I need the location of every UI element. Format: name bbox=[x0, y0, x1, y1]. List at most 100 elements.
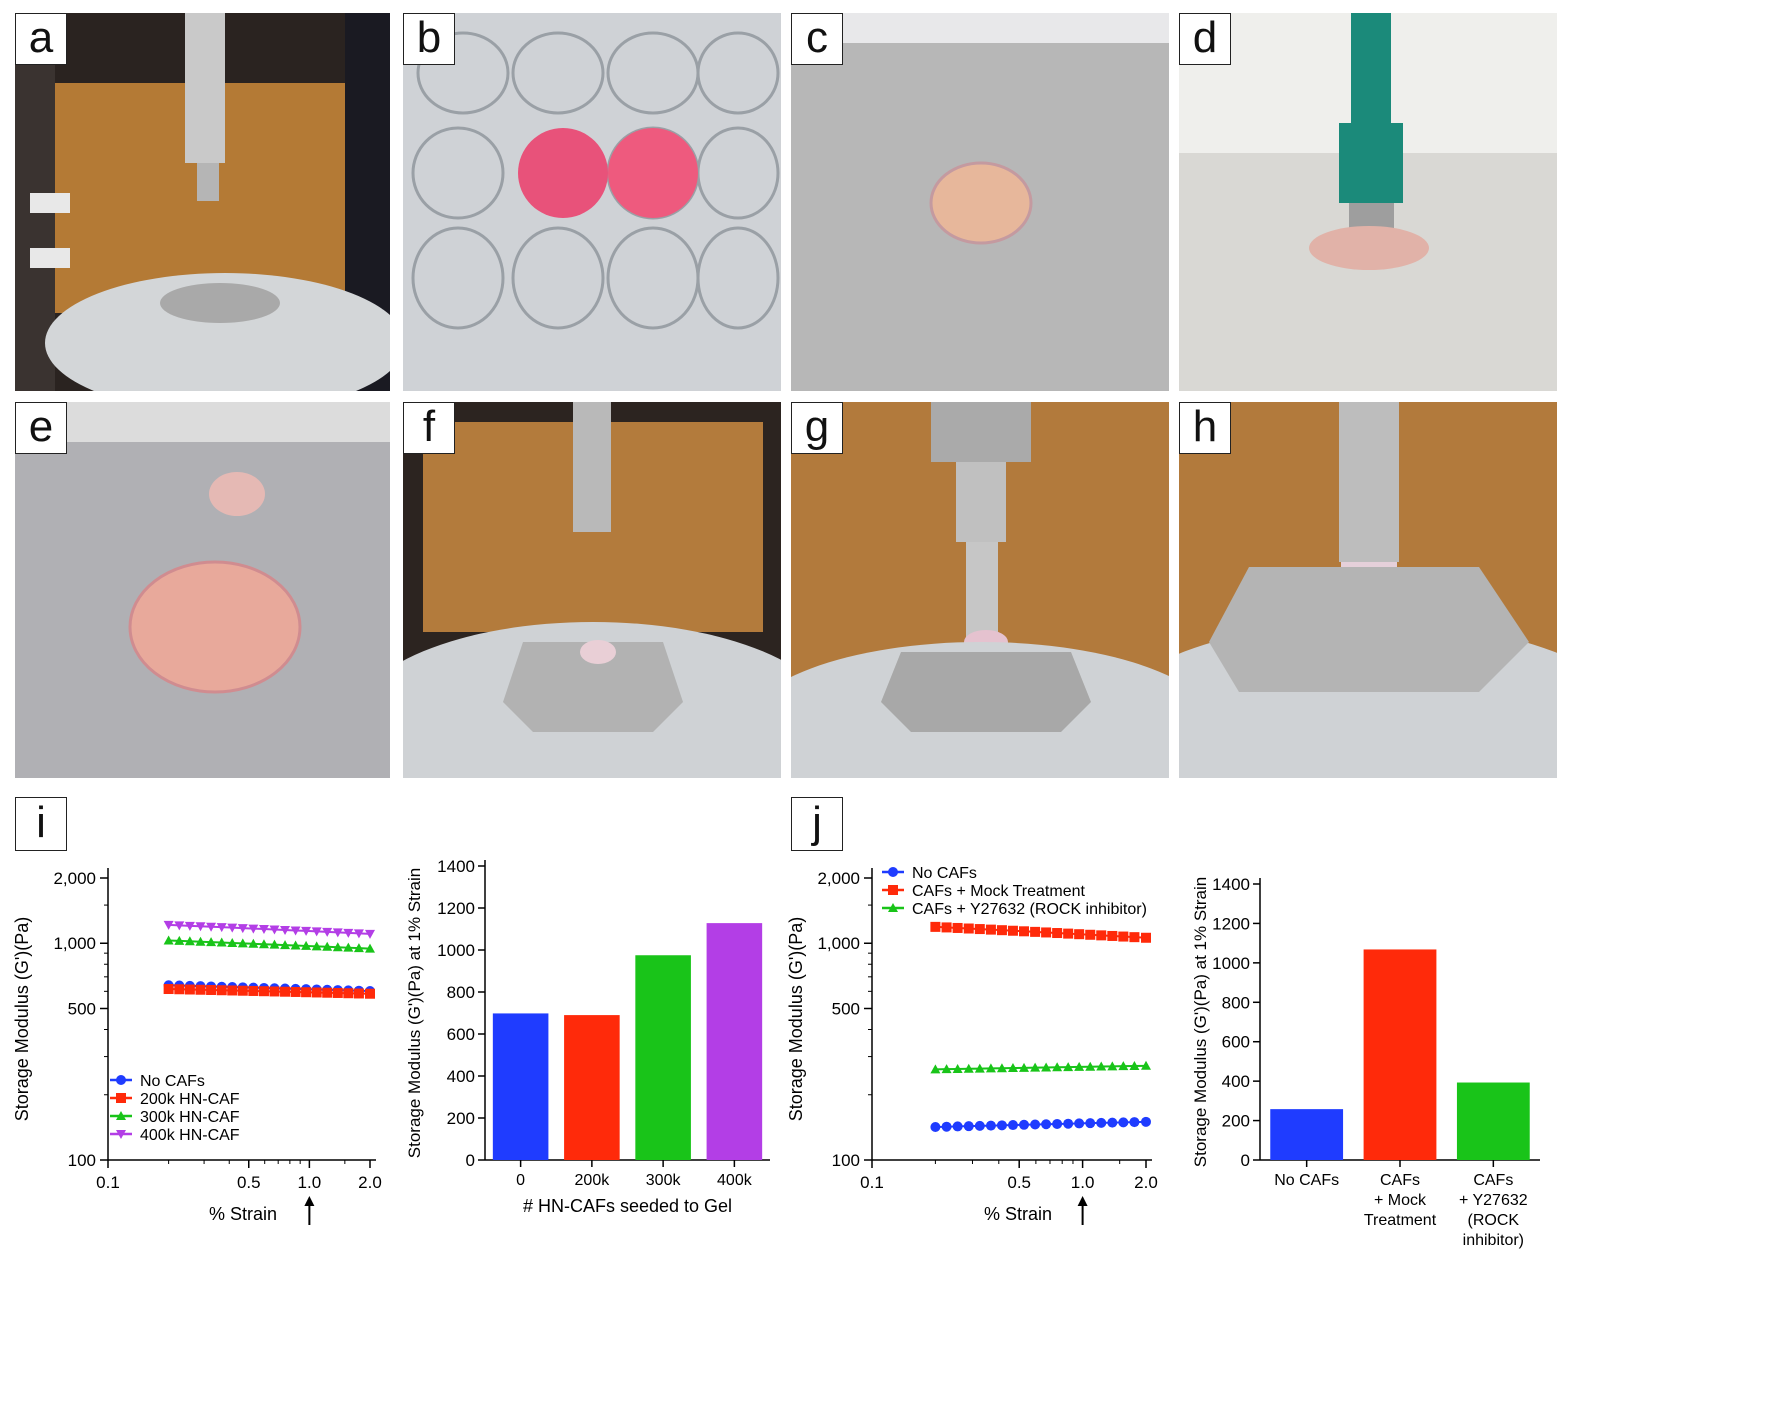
data-point bbox=[996, 1120, 1007, 1131]
data-point bbox=[1052, 1062, 1063, 1072]
strain-arrow-head bbox=[304, 1196, 315, 1206]
data-point bbox=[1141, 932, 1151, 943]
data-point bbox=[280, 940, 291, 950]
data-point bbox=[269, 925, 280, 935]
x-tick-label: No CAFs bbox=[1274, 1172, 1339, 1189]
data-point bbox=[963, 1063, 974, 1073]
x-tick-label: CAFs bbox=[1473, 1172, 1513, 1189]
data-point bbox=[1041, 1119, 1052, 1130]
panel-label-e: e bbox=[15, 402, 67, 454]
data-point bbox=[1085, 1118, 1096, 1129]
data-point bbox=[1007, 925, 1018, 936]
chart-i-line: 100 500 1,000 2,000 0.1 0.5 1.0 2.0 % Strain Stor… bbox=[0, 850, 400, 1230]
legend-marker bbox=[888, 867, 898, 877]
chart-i-line-svg: 100 500 1,000 2,000 0.1 0.5 1.0 2.0 % Strain Stor… bbox=[12, 868, 382, 1225]
data-point bbox=[343, 942, 354, 952]
y-tick-label: 1400 bbox=[1212, 875, 1250, 894]
panel-label-d: d bbox=[1179, 13, 1231, 65]
data-point bbox=[258, 925, 269, 935]
data-point bbox=[996, 1063, 1007, 1073]
y-tick-label: 100 bbox=[832, 1151, 860, 1170]
y-tick-label: 500 bbox=[832, 999, 860, 1018]
legend-label: CAFs + Mock Treatment bbox=[912, 883, 1085, 900]
y-tick-label: 500 bbox=[68, 999, 96, 1018]
data-point bbox=[332, 987, 343, 998]
data-point bbox=[930, 921, 941, 932]
data-point bbox=[1096, 1117, 1107, 1128]
x-axis-label: # HN-CAFs seeded to Gel bbox=[523, 1196, 732, 1216]
data-point bbox=[311, 927, 322, 937]
strain-arrow-head bbox=[1077, 1196, 1088, 1206]
legend-marker bbox=[116, 1075, 126, 1085]
y-tick-label: 200 bbox=[1222, 1112, 1250, 1131]
x-tick-label: 200k bbox=[575, 1172, 611, 1189]
data-point bbox=[941, 1121, 952, 1132]
data-point bbox=[1129, 932, 1140, 943]
data-point bbox=[1096, 1061, 1107, 1071]
photo-panel-e: e bbox=[15, 402, 390, 778]
legend-marker bbox=[116, 1130, 126, 1139]
chart-j-line: 100 500 1,000 2,000 0.1 0.5 1.0 2.0 % Strain Stor… bbox=[780, 850, 1180, 1230]
y-tick-label: 1400 bbox=[437, 857, 475, 876]
data-point bbox=[996, 925, 1007, 936]
data-point bbox=[1118, 931, 1129, 942]
x-tick-label: 0 bbox=[516, 1172, 525, 1189]
data-point bbox=[163, 935, 174, 945]
data-point bbox=[258, 986, 269, 997]
data-point bbox=[184, 984, 195, 995]
bar bbox=[1270, 1109, 1344, 1160]
bar bbox=[706, 923, 763, 1160]
data-point bbox=[227, 985, 238, 996]
data-point bbox=[1129, 1117, 1140, 1128]
data-point bbox=[322, 941, 333, 951]
y-tick-label: 0 bbox=[1241, 1151, 1250, 1170]
y-axis-label: Storage Modulus (G')(Pa) at 1% Strain bbox=[405, 868, 424, 1158]
data-point bbox=[353, 929, 364, 939]
chart-j-line-svg: 100 500 1,000 2,000 0.1 0.5 1.0 2.0 % Strain Stor… bbox=[786, 865, 1158, 1225]
data-point bbox=[216, 985, 227, 996]
data-point bbox=[1052, 928, 1063, 939]
y-tick-label: 600 bbox=[1222, 1033, 1250, 1052]
x-tick-label: Treatment bbox=[1364, 1212, 1437, 1229]
x-tick-label: + Y27632 bbox=[1459, 1192, 1528, 1209]
data-point bbox=[1030, 1119, 1041, 1130]
x-tick-label: (ROCK bbox=[1468, 1212, 1520, 1229]
bar bbox=[492, 1013, 549, 1160]
data-point bbox=[301, 987, 312, 998]
data-point bbox=[227, 937, 238, 947]
data-point bbox=[174, 935, 185, 945]
bar bbox=[564, 1015, 620, 1160]
data-point bbox=[1085, 929, 1096, 940]
data-point bbox=[974, 924, 985, 935]
y-tick-label: 1200 bbox=[437, 899, 475, 918]
data-point bbox=[206, 937, 217, 947]
photo-panel-a: a bbox=[15, 13, 390, 391]
data-point bbox=[290, 940, 301, 950]
x-tick-label: 1.0 bbox=[1071, 1173, 1095, 1192]
panel-label-b: b bbox=[403, 13, 455, 65]
data-point bbox=[952, 922, 963, 933]
data-point bbox=[1107, 930, 1118, 941]
data-point bbox=[195, 936, 206, 946]
data-point bbox=[930, 1121, 941, 1132]
chart-j-bar-svg: 0 200 400 600 800 1000 1200 1400 No CAFs CAFs + Mo… bbox=[1191, 875, 1540, 1249]
data-point bbox=[365, 988, 375, 999]
bar bbox=[1456, 1082, 1530, 1160]
data-point bbox=[1063, 928, 1074, 939]
data-point bbox=[301, 940, 312, 950]
data-point bbox=[985, 1063, 996, 1073]
data-point bbox=[195, 922, 206, 932]
x-tick-label: 0.5 bbox=[237, 1173, 261, 1192]
data-point bbox=[1107, 1061, 1118, 1071]
data-point bbox=[227, 923, 238, 933]
data-point bbox=[1007, 1063, 1018, 1073]
bar bbox=[1363, 949, 1437, 1160]
data-point bbox=[1118, 1117, 1129, 1128]
x-tick-label: 300k bbox=[646, 1172, 682, 1189]
data-point bbox=[322, 987, 333, 998]
panel-label-a: a bbox=[15, 13, 67, 65]
data-point bbox=[248, 924, 259, 934]
data-point bbox=[365, 929, 375, 939]
x-tick-label: + Mock bbox=[1374, 1192, 1427, 1209]
chart-i-bar-svg: 0 200 400 600 800 1000 1200 1400 0 200k 300k 400k # … bbox=[405, 857, 770, 1216]
